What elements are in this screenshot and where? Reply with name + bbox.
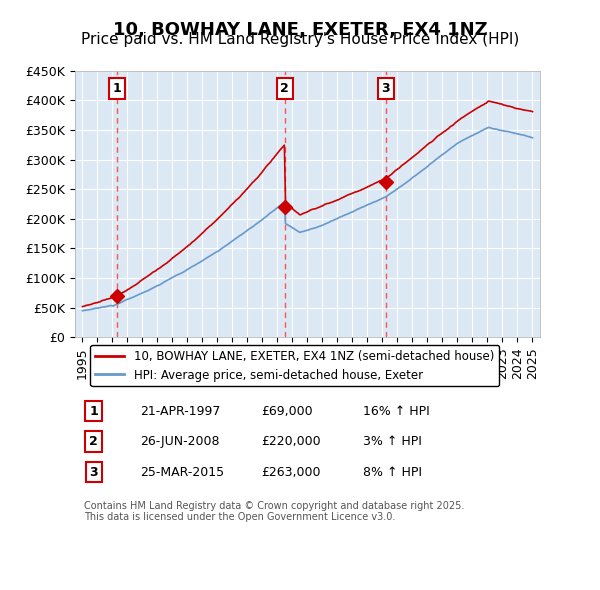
Text: 1: 1 (113, 82, 122, 95)
Text: 2: 2 (280, 82, 289, 95)
Text: 25-MAR-2015: 25-MAR-2015 (140, 466, 224, 478)
Text: 3: 3 (382, 82, 390, 95)
Text: £69,000: £69,000 (261, 405, 313, 418)
Legend: 10, BOWHAY LANE, EXETER, EX4 1NZ (semi-detached house), HPI: Average price, semi: 10, BOWHAY LANE, EXETER, EX4 1NZ (semi-d… (90, 345, 499, 386)
Text: £263,000: £263,000 (261, 466, 320, 478)
Text: 21-APR-1997: 21-APR-1997 (140, 405, 220, 418)
Text: 26-JUN-2008: 26-JUN-2008 (140, 435, 220, 448)
Text: 10, BOWHAY LANE, EXETER, EX4 1NZ: 10, BOWHAY LANE, EXETER, EX4 1NZ (113, 21, 487, 39)
Text: 3% ↑ HPI: 3% ↑ HPI (364, 435, 422, 448)
Text: 3: 3 (89, 466, 98, 478)
Text: Price paid vs. HM Land Registry's House Price Index (HPI): Price paid vs. HM Land Registry's House … (81, 32, 519, 47)
Text: Contains HM Land Registry data © Crown copyright and database right 2025.
This d: Contains HM Land Registry data © Crown c… (84, 501, 464, 522)
Text: 8% ↑ HPI: 8% ↑ HPI (364, 466, 422, 478)
Text: 1: 1 (89, 405, 98, 418)
Text: 2: 2 (89, 435, 98, 448)
Text: £220,000: £220,000 (261, 435, 320, 448)
Text: 16% ↑ HPI: 16% ↑ HPI (364, 405, 430, 418)
